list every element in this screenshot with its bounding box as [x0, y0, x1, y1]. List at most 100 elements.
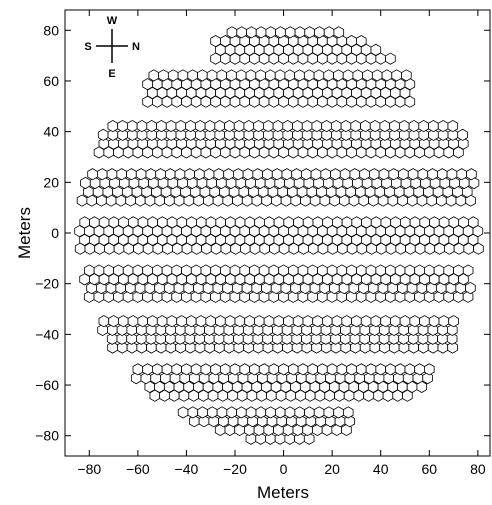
hex-segment [268, 363, 280, 376]
compass: W S N E [84, 15, 140, 80]
hex-segment [341, 423, 352, 437]
hex-segment [98, 216, 110, 229]
hex-segment [268, 264, 280, 277]
hex-segment [174, 168, 186, 181]
hex-segment [365, 363, 377, 376]
hex-segment [229, 363, 241, 376]
x-tick-label: 0 [280, 461, 288, 477]
hex-segment [310, 168, 322, 181]
hex-segment [401, 69, 412, 82]
hex-segment [414, 363, 425, 376]
hex-segment [142, 264, 153, 277]
hex-segment [244, 315, 255, 328]
y-tick-label: −60 [35, 377, 59, 393]
hex-segment [197, 406, 208, 419]
hex-segment [283, 216, 294, 229]
hex-segment [226, 26, 238, 39]
y-tick-label: 0 [51, 225, 59, 241]
y-ticks: −80 −60 −40 −20 0 20 40 60 80 [35, 22, 490, 444]
hex-segment [437, 168, 448, 181]
hex-segment [301, 168, 312, 181]
hex-segment [438, 315, 450, 328]
hex-segment [156, 119, 167, 133]
hex-segment [262, 119, 274, 133]
hex-segment [226, 69, 237, 82]
hex-segment [126, 168, 137, 181]
hex-segment [137, 315, 148, 328]
compass-label-top: W [107, 15, 118, 27]
hex-segment [136, 119, 148, 133]
hex-segment [429, 216, 440, 229]
hex-segment [206, 69, 218, 82]
hex-segment [147, 216, 158, 229]
hex-segment [220, 264, 231, 277]
hex-segment [158, 69, 169, 82]
hex-segment [370, 216, 382, 229]
hex-segment [307, 264, 318, 277]
hex-segment [313, 69, 325, 82]
hex-segment [351, 216, 362, 229]
hex-segment [447, 323, 458, 337]
hex-segment [249, 363, 260, 376]
hex-segment [93, 264, 105, 277]
hex-segment [344, 415, 355, 428]
hex-segment [333, 69, 344, 82]
hex-segment [107, 119, 119, 133]
hex-segment [385, 363, 396, 376]
hex-segment [322, 315, 333, 328]
hex-segment [336, 363, 348, 376]
hex-segment [399, 315, 411, 328]
hex-segment [407, 168, 419, 181]
hex-segment [466, 168, 477, 181]
hex-segment [175, 119, 187, 133]
hex-segment [126, 119, 138, 133]
hex-segment [76, 194, 88, 207]
hex-segment [265, 26, 277, 39]
hex-segment [84, 264, 95, 277]
hex-segment [258, 264, 270, 277]
hex-segment [356, 264, 367, 277]
hex-segment [418, 119, 429, 133]
hex-segment [177, 69, 189, 82]
hex-segment [213, 168, 225, 181]
hex-segment [294, 26, 306, 39]
hex-segment [419, 315, 430, 328]
hex-segment [204, 119, 216, 133]
hex-segment [323, 406, 335, 419]
hex-segment [148, 69, 160, 82]
hex-segment [205, 216, 217, 229]
y-tick-label: 40 [43, 124, 59, 140]
hex-segment [360, 315, 372, 328]
x-ticks: −80 −60 −40 −20 0 20 40 60 80 [77, 10, 486, 477]
hex-segment [356, 363, 367, 376]
hex-segment [271, 168, 283, 181]
hex-segment [356, 35, 367, 48]
hex-segment [414, 264, 425, 277]
hex-segment [190, 363, 202, 376]
hex-segment [342, 69, 354, 82]
hex-segment [351, 315, 362, 328]
hex-segment [220, 363, 231, 376]
hex-segment [390, 315, 401, 328]
x-tick-label: −20 [223, 461, 247, 477]
hex-segment [263, 315, 275, 328]
hex-segment [137, 216, 149, 229]
hex-segment [177, 406, 189, 419]
hex-segment [312, 315, 323, 328]
hex-segment [132, 363, 144, 376]
hex-segment [245, 406, 257, 419]
hex-segment [433, 264, 445, 277]
hex-segment [284, 26, 296, 39]
hex-segment [361, 216, 372, 229]
hex-segment [462, 264, 474, 277]
hex-segment [181, 363, 192, 376]
hex-segment [385, 264, 396, 277]
hex-segment [225, 216, 236, 229]
hex-segment [394, 363, 406, 376]
hex-segment [317, 264, 328, 277]
hex-segment [390, 216, 401, 229]
hex-segment [255, 26, 267, 39]
hex-segment [244, 216, 256, 229]
hex-segment [443, 264, 454, 277]
